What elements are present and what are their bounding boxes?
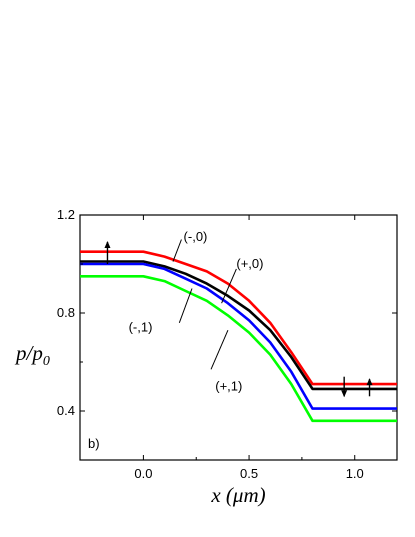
annotation-leader-1 bbox=[172, 239, 182, 262]
annotation-label-2: (+,0) bbox=[236, 256, 263, 271]
x-axis-title: x (μm) bbox=[210, 483, 265, 507]
x-tick-label: 0.5 bbox=[240, 466, 258, 481]
arrow-down-2 bbox=[341, 376, 348, 398]
y-tick-label: 0.8 bbox=[57, 305, 75, 320]
annotation-leader-2 bbox=[221, 268, 237, 304]
arrow-up-1 bbox=[104, 240, 111, 264]
x-tick-label: 1.0 bbox=[346, 466, 364, 481]
annotation-label-4: (+,1) bbox=[215, 379, 242, 394]
y-axis-title: p/p0 bbox=[14, 341, 50, 369]
annotation-leader-4 bbox=[210, 329, 229, 370]
annotation-label-1: (-,0) bbox=[184, 229, 208, 244]
y-axis-title-subscript: 0 bbox=[43, 354, 50, 369]
x-tick-label: 0.0 bbox=[134, 466, 152, 481]
tick-layer: 0.0 0.5 1.0 0.4 0.8 1.2 bbox=[57, 207, 397, 481]
series-line-3 bbox=[80, 262, 397, 410]
plot-frame bbox=[79, 214, 398, 461]
arrow-up-3 bbox=[366, 378, 373, 397]
series-line-1 bbox=[80, 250, 397, 386]
series-layer bbox=[80, 250, 397, 423]
series-line-4 bbox=[80, 274, 397, 423]
y-axis-title-main: p/p bbox=[14, 341, 43, 365]
annotation-leader-3 bbox=[178, 288, 193, 323]
arrow-layer bbox=[104, 240, 373, 398]
panel-label: b) bbox=[88, 436, 100, 451]
annotation-layer: (-,0) (+,0) (-,1) (+,1) bbox=[129, 229, 264, 393]
y-tick-label: 0.4 bbox=[57, 403, 75, 418]
y-tick-label: 1.2 bbox=[57, 207, 75, 222]
series-line-2 bbox=[80, 260, 397, 391]
annotation-label-3: (-,1) bbox=[129, 320, 153, 335]
